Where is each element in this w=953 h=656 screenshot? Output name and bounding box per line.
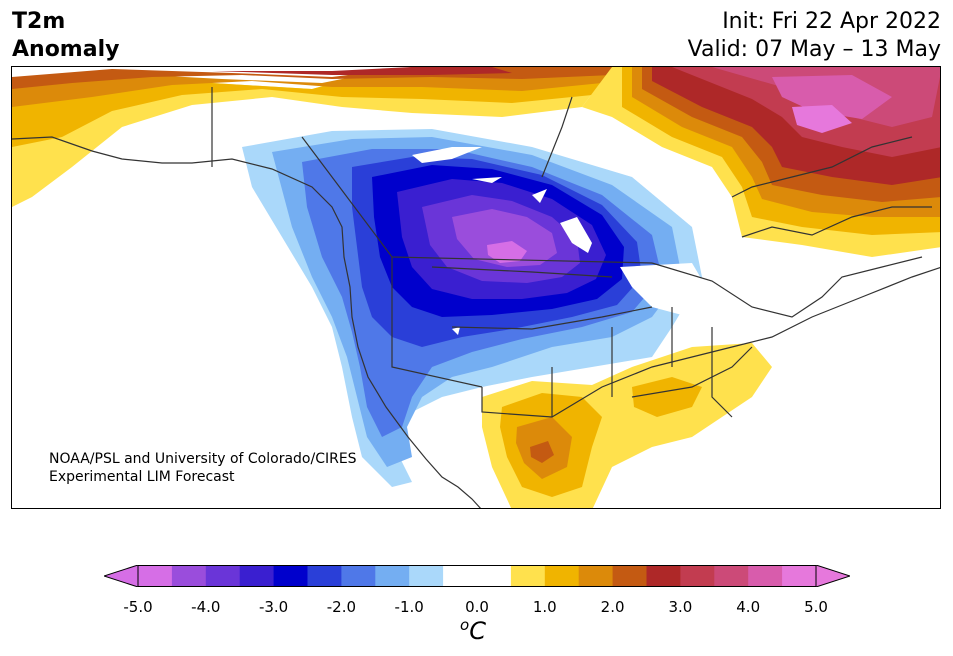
credit-line-2: Experimental LIM Forecast (49, 469, 235, 485)
colorbar-svg (104, 565, 850, 587)
colorbar-tick-label: 0.0 (465, 598, 489, 616)
colorbar-tick-label: -1.0 (394, 598, 424, 616)
north-warm-anomaly (12, 67, 612, 207)
map-boundaries (12, 87, 940, 508)
south-warm-anomaly (482, 343, 772, 508)
colorbar-tick-label: -5.0 (123, 598, 153, 616)
credit-text: NOAA/PSL and University of Colorado/CIRE… (49, 450, 357, 486)
colorbar-bin (171, 565, 207, 587)
plot-title: T2m Anomaly (12, 8, 119, 64)
colorbar-bin (646, 565, 681, 587)
colorbar-bin (578, 565, 614, 587)
colorbar-bin (544, 565, 580, 587)
colorbar-over-arrow (815, 565, 850, 587)
variable-sub-label: Anomaly (12, 37, 120, 62)
colorbar (104, 565, 850, 587)
colorbar-bin (375, 565, 410, 587)
colorbar-bin (205, 565, 241, 587)
colorbar-bin (477, 565, 512, 587)
map-canvas (12, 67, 940, 508)
colorbar-tick-label: 4.0 (736, 598, 761, 616)
forecast-dates: Init: Fri 22 Apr 2022 Valid: 07 May – 13… (688, 8, 941, 64)
colorbar-unit: oC (460, 616, 486, 645)
colorbar-tick-label: 1.0 (532, 598, 557, 616)
credit-line-1: NOAA/PSL and University of Colorado/CIRE… (49, 451, 357, 467)
variable-label: T2m (12, 9, 66, 34)
colorbar-bin (510, 565, 546, 587)
colorbar-tick-label: 3.0 (668, 598, 693, 616)
colorbar-tick-label: 2.0 (600, 598, 625, 616)
colorbar-tick-label: -4.0 (191, 598, 221, 616)
colorbar-bin (748, 565, 783, 587)
colorbar-bin (409, 565, 444, 587)
colorbar-bin (612, 565, 647, 587)
colorbar-bin (307, 565, 342, 587)
colorbar-frame (137, 565, 817, 587)
colorbar-bin (443, 565, 478, 587)
water-bodies (412, 147, 712, 335)
colorbar-bin (138, 565, 173, 587)
anomaly-map (11, 66, 941, 509)
colorbar-tick-label: -2.0 (326, 598, 357, 616)
colorbar-tick-label: 5.0 (804, 598, 828, 616)
colorbar-tick-label: -3.0 (258, 598, 289, 616)
colorbar-bin (273, 565, 308, 587)
init-date: Init: Fri 22 Apr 2022 (722, 9, 941, 34)
colorbar-bin (341, 565, 376, 587)
unit-degree: o (460, 616, 470, 634)
northeast-warm-anomaly (582, 67, 940, 257)
colorbar-bin (714, 565, 749, 587)
colorbar-bin (680, 565, 715, 587)
colorbar-ticks: -5.0 -4.0 -3.0 -2.0 -1.0 0.0 1.0 2.0 3.0 4.0 5.0 (0, 598, 953, 618)
colorbar-under-arrow (104, 565, 139, 587)
colorbar-bin (239, 565, 275, 587)
colorbar-bin (782, 565, 817, 587)
unit-label: C (469, 617, 486, 645)
valid-range: Valid: 07 May – 13 May (687, 37, 941, 62)
